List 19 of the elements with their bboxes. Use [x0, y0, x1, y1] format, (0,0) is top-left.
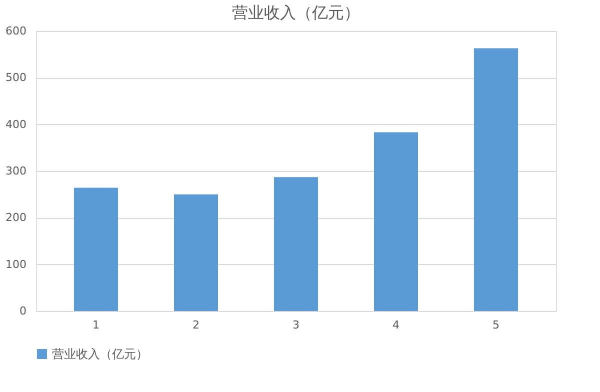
x-tick-label: 2 — [192, 318, 200, 332]
legend-label: 营业收入（亿元） — [52, 347, 148, 361]
y-tick-label: 600 — [6, 24, 26, 38]
y-tick-label: 100 — [6, 258, 26, 271]
y-tick-label: 400 — [6, 118, 26, 131]
bar — [474, 48, 518, 311]
bar — [74, 188, 118, 311]
x-tick-label: 5 — [492, 318, 500, 332]
bar — [174, 194, 218, 311]
y-tick-label: 0 — [20, 304, 26, 318]
x-tick-label: 3 — [292, 318, 300, 332]
y-tick-label: 500 — [6, 71, 26, 84]
x-tick-label: 1 — [92, 318, 100, 332]
y-tick-label: 300 — [6, 164, 26, 178]
bar — [374, 132, 418, 311]
x-tick-label: 4 — [392, 318, 400, 332]
y-tick-label: 200 — [6, 211, 26, 224]
bar — [274, 177, 318, 311]
chart-title: 营业收入（亿元） — [232, 3, 360, 22]
